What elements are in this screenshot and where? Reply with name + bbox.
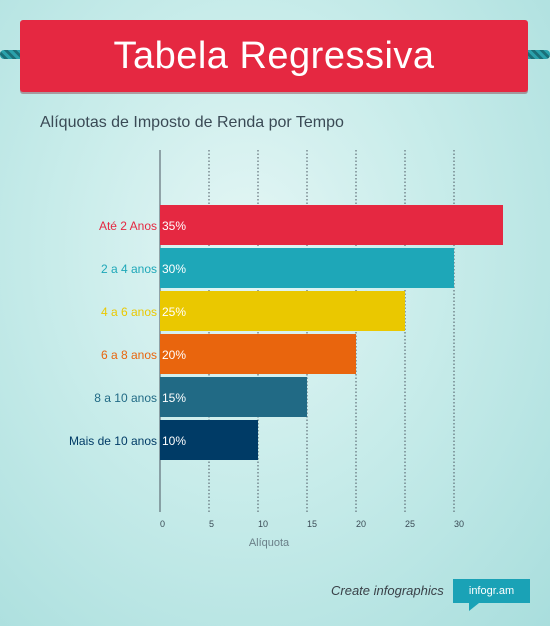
bar <box>160 248 454 288</box>
brand-label: infogr.am <box>468 585 515 597</box>
data-label: 20% <box>162 348 186 362</box>
data-label: 15% <box>162 391 186 405</box>
data-label: 30% <box>162 262 186 276</box>
bar <box>160 420 258 460</box>
create-infographics-link[interactable]: Create infographics <box>331 583 444 598</box>
x-tick-label: 5 <box>209 519 214 529</box>
bar <box>160 377 307 417</box>
chart-title: Alíquotas de Imposto de Renda por Tempo <box>40 114 344 131</box>
x-tick-label: 20 <box>356 519 366 529</box>
data-label: 25% <box>162 305 186 319</box>
infogram-badge[interactable]: infogr.am <box>453 579 530 611</box>
bar <box>160 205 503 245</box>
category-label: 2 a 4 anos <box>101 262 157 276</box>
x-tick-label: 25 <box>405 519 415 529</box>
bar <box>160 291 405 331</box>
x-tick-label: 0 <box>160 519 165 529</box>
x-tick-label: 15 <box>307 519 317 529</box>
x-tick-label: 10 <box>258 519 268 529</box>
data-label: 10% <box>162 434 186 448</box>
category-label: 4 a 6 anos <box>101 305 157 319</box>
category-label: Mais de 10 anos <box>69 434 157 448</box>
category-label: 8 a 10 anos <box>94 391 157 405</box>
category-label: 6 a 8 anos <box>101 348 157 362</box>
title-banner: Tabela Regressiva <box>20 20 528 92</box>
data-label: 35% <box>162 219 186 233</box>
category-label: Até 2 Anos <box>99 219 157 233</box>
page-title: Tabela Regressiva <box>113 34 435 77</box>
bar <box>160 334 356 374</box>
x-axis-label: Alíquota <box>249 537 290 549</box>
x-tick-label: 30 <box>454 519 464 529</box>
